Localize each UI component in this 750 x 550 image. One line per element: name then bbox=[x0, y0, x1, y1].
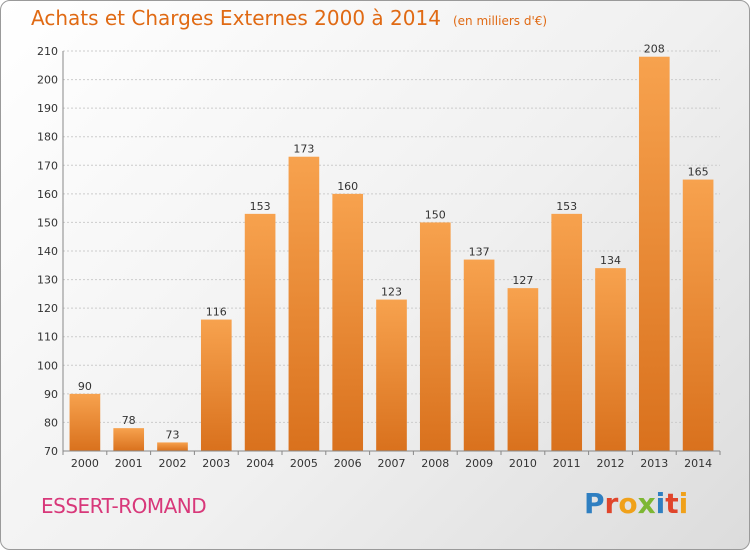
y-tick-label: 110 bbox=[37, 331, 58, 344]
logo-letter: o bbox=[618, 487, 638, 520]
x-tick-label: 2013 bbox=[640, 457, 668, 470]
x-tick-label: 2010 bbox=[509, 457, 537, 470]
bar-2000 bbox=[69, 393, 101, 451]
data-label: 137 bbox=[469, 246, 490, 259]
logo-letter: x bbox=[637, 487, 656, 520]
y-tick-label: 120 bbox=[37, 302, 58, 315]
data-label: 134 bbox=[600, 254, 621, 267]
chart-subtitle: (en milliers d'€) bbox=[452, 14, 548, 28]
x-tick-label: 2011 bbox=[553, 457, 581, 470]
data-label: 208 bbox=[644, 43, 665, 56]
y-tick-label: 140 bbox=[37, 245, 58, 258]
proxiti-logo: Proxiti bbox=[584, 487, 688, 520]
data-label: 165 bbox=[688, 166, 709, 179]
x-tick-label: 2005 bbox=[290, 457, 318, 470]
bar-2006 bbox=[332, 193, 364, 451]
data-label: 173 bbox=[293, 143, 314, 156]
bar-2004 bbox=[244, 213, 276, 451]
y-tick-label: 100 bbox=[37, 359, 58, 372]
axes: 7080901001101201301401501601701801902002… bbox=[37, 45, 721, 470]
logo-letter: t bbox=[665, 487, 679, 520]
y-tick-label: 200 bbox=[37, 74, 58, 87]
y-tick-label: 70 bbox=[44, 445, 58, 458]
y-tick-label: 90 bbox=[44, 388, 58, 401]
y-tick-label: 160 bbox=[37, 188, 58, 201]
data-label: 160 bbox=[337, 180, 358, 193]
bars: 90 78 73 116 153 173 160 123 150 137 127 153 134 208 1… bbox=[69, 43, 714, 452]
x-tick-label: 2003 bbox=[202, 457, 230, 470]
bar-2012 bbox=[595, 268, 626, 451]
logo-letter: r bbox=[604, 487, 619, 520]
data-label: 73 bbox=[166, 428, 180, 441]
bar-2002 bbox=[157, 442, 188, 451]
bar-2013 bbox=[638, 56, 670, 451]
chart-title-text: Achats et Charges Externes 2000 à 2014 bbox=[31, 6, 441, 30]
bar-2010 bbox=[507, 288, 539, 451]
y-tick-label: 190 bbox=[37, 102, 58, 115]
y-tick-label: 170 bbox=[37, 159, 58, 172]
x-tick-label: 2002 bbox=[159, 457, 187, 470]
y-tick-label: 210 bbox=[37, 45, 58, 58]
x-tick-label: 2008 bbox=[421, 457, 449, 470]
logo-letter: i bbox=[655, 487, 666, 520]
bar-2011 bbox=[551, 213, 583, 451]
x-tick-label: 2014 bbox=[684, 457, 712, 470]
bar-2007 bbox=[376, 299, 407, 451]
logo-letter: i bbox=[678, 487, 689, 520]
y-tick-label: 130 bbox=[37, 274, 58, 287]
bar-2014 bbox=[682, 179, 714, 452]
bar-2003 bbox=[200, 319, 232, 451]
y-tick-label: 80 bbox=[44, 416, 58, 429]
y-tick-label: 180 bbox=[37, 131, 58, 144]
data-label: 153 bbox=[556, 200, 577, 213]
data-label: 127 bbox=[512, 274, 533, 287]
chart-title: Achats et Charges Externes 2000 à 2014 (e… bbox=[31, 6, 547, 30]
x-tick-label: 2004 bbox=[246, 457, 274, 470]
bar-2005 bbox=[288, 156, 320, 451]
data-label: 150 bbox=[425, 208, 446, 221]
data-label: 153 bbox=[250, 200, 271, 213]
location-name: ESSERT-ROMAND bbox=[41, 494, 207, 518]
data-label: 90 bbox=[78, 380, 92, 393]
logo-letter: P bbox=[584, 487, 605, 520]
bar-2009 bbox=[463, 259, 495, 451]
x-tick-label: 2007 bbox=[378, 457, 406, 470]
x-tick-label: 2012 bbox=[597, 457, 625, 470]
y-tick-label: 150 bbox=[37, 216, 58, 229]
data-label: 123 bbox=[381, 286, 402, 299]
bar-2001 bbox=[113, 428, 145, 451]
x-tick-label: 2009 bbox=[465, 457, 493, 470]
x-tick-label: 2006 bbox=[334, 457, 362, 470]
x-tick-label: 2001 bbox=[115, 457, 143, 470]
data-label: 78 bbox=[122, 414, 136, 427]
x-tick-label: 2000 bbox=[71, 457, 99, 470]
bar-2008 bbox=[419, 222, 451, 451]
data-label: 116 bbox=[206, 306, 227, 319]
